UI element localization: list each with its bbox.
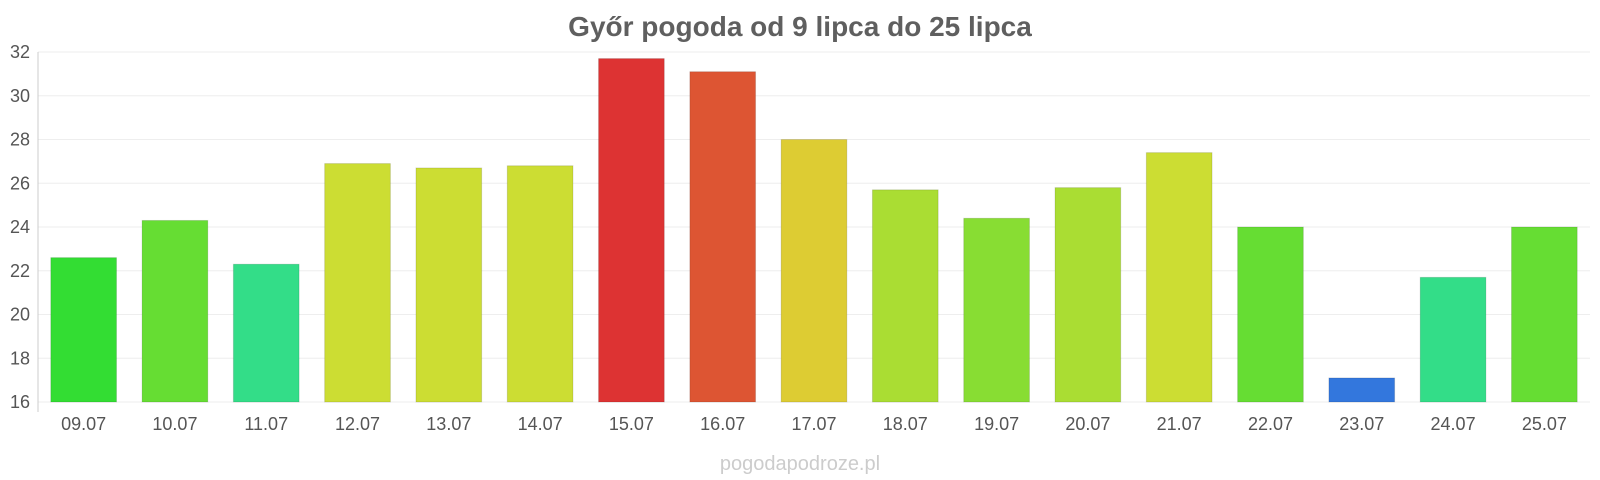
- x-tick-label: 23.07: [1339, 414, 1384, 434]
- x-tick-label: 10.07: [152, 414, 197, 434]
- x-tick-label: 22.07: [1248, 414, 1293, 434]
- x-tick-label: 24.07: [1431, 414, 1476, 434]
- bar-14.07[interactable]: [506, 165, 574, 403]
- x-tick-label: 12.07: [335, 414, 380, 434]
- bar-25.07[interactable]: [1510, 226, 1578, 403]
- x-tick-label: 20.07: [1065, 414, 1110, 434]
- x-tick-label: 21.07: [1157, 414, 1202, 434]
- chart-title: Győr pogoda od 9 lipca do 25 lipca: [568, 11, 1032, 42]
- x-tick-label: 16.07: [700, 414, 745, 434]
- bar-22.07[interactable]: [1237, 226, 1304, 403]
- bar-13.07[interactable]: [415, 167, 483, 403]
- y-tick-label: 16: [10, 392, 30, 412]
- y-tick-label: 28: [10, 130, 30, 150]
- x-tick-label: 18.07: [883, 414, 928, 434]
- y-tick-label: 32: [10, 42, 30, 62]
- bar-09.07[interactable]: [50, 257, 118, 403]
- x-tick-label: 14.07: [518, 414, 563, 434]
- y-tick-label: 20: [10, 305, 30, 325]
- bars-layer: [50, 58, 1578, 403]
- bar-18.07[interactable]: [871, 189, 939, 403]
- x-tick-label: 11.07: [244, 414, 288, 434]
- x-tick-label: 17.07: [791, 414, 836, 434]
- bar-24.07[interactable]: [1419, 276, 1487, 403]
- bar-12.07[interactable]: [324, 163, 391, 403]
- bar-11.07[interactable]: [232, 263, 300, 403]
- x-tick-label: 19.07: [974, 414, 1019, 434]
- bar-10.07[interactable]: [141, 219, 209, 403]
- bar-15.07[interactable]: [598, 58, 665, 403]
- x-tick-label: 25.07: [1522, 414, 1567, 434]
- bar-23.07[interactable]: [1328, 377, 1396, 403]
- x-tick-label: 15.07: [609, 414, 654, 434]
- y-axis-ticks: 16 18 20 22 24 26 28 30 32: [10, 42, 30, 412]
- y-tick-label: 22: [10, 261, 30, 281]
- bar-20.07[interactable]: [1054, 187, 1122, 403]
- y-tick-label: 30: [10, 86, 30, 106]
- y-tick-label: 24: [10, 217, 30, 237]
- bar-19.07[interactable]: [963, 217, 1030, 403]
- y-tick-label: 26: [10, 173, 30, 193]
- bar-21.07[interactable]: [1145, 152, 1213, 403]
- bar-17.07[interactable]: [780, 139, 848, 403]
- y-tick-label: 18: [10, 348, 30, 368]
- x-axis-ticks: 09.07 10.07 11.07 12.07 13.07 14.07 15.07 16.07…: [61, 414, 1567, 434]
- watermark: pogodapodroze.pl: [720, 453, 880, 475]
- x-tick-label: 13.07: [426, 414, 471, 434]
- bar-16.07[interactable]: [689, 71, 757, 403]
- x-tick-label: 09.07: [61, 414, 106, 434]
